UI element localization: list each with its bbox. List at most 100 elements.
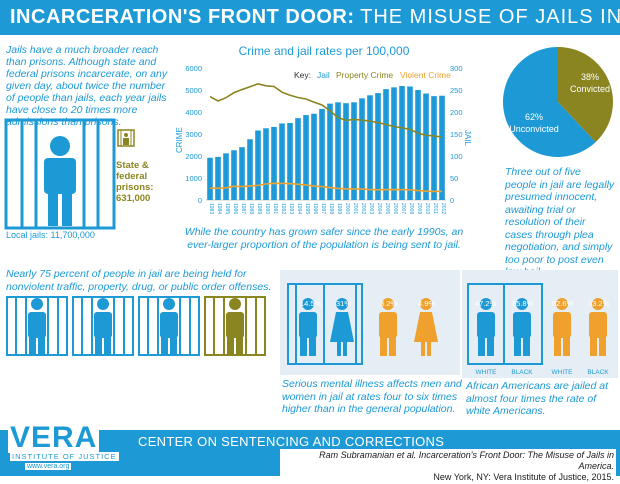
race-value-white-jail: 47.2%: [475, 299, 497, 308]
citation-line-2: New York, NY: Vera Institute of Justice,…: [433, 472, 614, 482]
x-tick: 1992: [280, 203, 286, 214]
vera-institute: INSTITUTE OF JUSTICE: [10, 452, 119, 461]
race-label-white-jail: WHITE: [476, 369, 498, 376]
citation-line-1: Ram Subramanian et al. Incarceration's F…: [319, 450, 614, 471]
pie-slice-convicted: [558, 47, 613, 143]
x-tick: 1983: [208, 203, 214, 214]
crime-jail-chart: Key: Jail Property Crime Violent Crime C…: [176, 64, 472, 214]
nonviolent-figures: [6, 296, 266, 356]
jail-bar: [359, 98, 365, 200]
legend-property: Property Crime: [336, 70, 393, 80]
header-banner: INCARCERATION'S FRONT DOOR: THE MISUSE O…: [0, 0, 620, 35]
black-pop-icon: [589, 298, 607, 356]
chart-title: Crime and jail rates per 100,000: [238, 44, 410, 58]
race-label-black-pop: BLACK: [587, 369, 609, 376]
person-icon: [160, 298, 178, 356]
unconvicted-value: 62%: [525, 112, 543, 122]
x-tick: 2007: [400, 203, 406, 214]
x-tick: 1996: [312, 203, 318, 214]
y-tick-right: 50: [450, 174, 458, 183]
jail-bar: [239, 147, 245, 200]
x-tick: 2001: [352, 203, 358, 214]
man-jail-icon: [299, 298, 317, 356]
intro-text: Jails have a much broader reach than pri…: [6, 44, 168, 128]
jail-cell-icon: [6, 296, 68, 356]
race-label-black-jail: BLACK: [511, 369, 533, 376]
y-tick-left: 0: [198, 196, 202, 205]
jail-bars-icon: [20, 120, 100, 228]
x-tick: 1988: [248, 203, 254, 214]
jail-person-icon: [44, 136, 76, 226]
x-tick: 2010: [424, 203, 430, 214]
jail-bar: [391, 87, 397, 200]
jail-frame: [4, 118, 116, 230]
person-icon: [28, 298, 46, 356]
woman-general-icon: [414, 298, 438, 356]
x-tick: 2002: [360, 203, 366, 214]
race-caption: African Americans are jailed at almost f…: [466, 380, 609, 417]
mental-health-caption: Serious mental illness affects men and w…: [282, 378, 462, 415]
unconvicted-label: Unconvicted: [509, 124, 559, 134]
y-axis-right-label: JAIL: [463, 130, 472, 147]
jail-bar: [375, 93, 381, 200]
property-crime-line: [209, 83, 443, 138]
citation: Ram Subramanian et al. Incarceration's F…: [280, 449, 616, 484]
white-pop-icon: [553, 298, 571, 356]
jail-bar: [295, 118, 301, 200]
jail-bar: [271, 126, 277, 200]
pie-caption: Three out of five people in jail are leg…: [505, 166, 615, 278]
black-jail-icon: [513, 298, 531, 356]
title-light: THE MISUSE OF JAILS IN AMERICA: [360, 6, 620, 28]
x-tick: 1994: [296, 203, 302, 214]
jail-bar: [335, 102, 341, 200]
mental-health-figures: 14.5% 31% 3.2% 4.9%: [280, 270, 460, 375]
chart-caption: While the country has grown safer since …: [184, 226, 464, 251]
jail-bar: [431, 96, 437, 200]
x-tick: 2003: [368, 203, 374, 214]
jail-bar: [311, 113, 317, 200]
nonviolent-text: Nearly 75 percent of people in jail are …: [6, 268, 272, 293]
jail-bar: [287, 123, 293, 200]
pie-slice-unconvicted: [503, 47, 596, 157]
jail-bar: [215, 156, 221, 200]
x-tick: 1990: [264, 203, 270, 214]
x-tick: 2012: [440, 203, 446, 214]
vera-url[interactable]: www.vera.org: [25, 463, 72, 470]
person-icon: [226, 298, 244, 356]
person-icon: [94, 298, 112, 356]
jail-bar: [383, 89, 389, 200]
jail-cell-icon: [138, 296, 200, 356]
x-tick: 2009: [416, 203, 422, 214]
x-tick: 1985: [224, 203, 230, 214]
x-tick: 1998: [328, 203, 334, 214]
x-tick: 1995: [304, 203, 310, 214]
violent-crime-line: [209, 182, 442, 193]
jail-bar: [207, 157, 213, 200]
conviction-pie: 38% Convicted 62% Unconvicted: [503, 47, 613, 157]
y-tick-right: 0: [450, 196, 454, 205]
jail-bar: [319, 108, 325, 200]
x-tick: 1993: [288, 203, 294, 214]
y-tick-left: 6000: [185, 64, 202, 73]
man-general-icon: [379, 298, 397, 356]
prison-cell-icon: [117, 129, 135, 147]
jail-bar: [415, 90, 421, 200]
x-tick: 1986: [232, 203, 238, 214]
title-bold: INCARCERATION'S FRONT DOOR:: [10, 6, 355, 28]
x-tick: 2006: [392, 203, 398, 214]
y-tick-left: 3000: [185, 130, 202, 139]
mh-value-women-general: 4.9%: [418, 299, 435, 308]
jail-bar: [351, 102, 357, 200]
jail-bar: [407, 86, 413, 200]
y-tick-right: 250: [450, 86, 463, 95]
y-tick-left: 5000: [185, 86, 202, 95]
y-tick-right: 300: [450, 64, 463, 73]
jail-cell-icon: [204, 296, 266, 356]
vera-logo: VERA: [8, 421, 100, 454]
x-tick: 2005: [384, 203, 390, 214]
y-tick-right: 100: [450, 152, 463, 161]
state-federal-label: State & federal prisons: 631,000: [116, 160, 154, 204]
convicted-value: 38%: [581, 72, 599, 82]
race-value-black-jail: 35.8%: [512, 299, 534, 308]
local-jails-label: Local jails: 11,700,000: [6, 230, 95, 240]
